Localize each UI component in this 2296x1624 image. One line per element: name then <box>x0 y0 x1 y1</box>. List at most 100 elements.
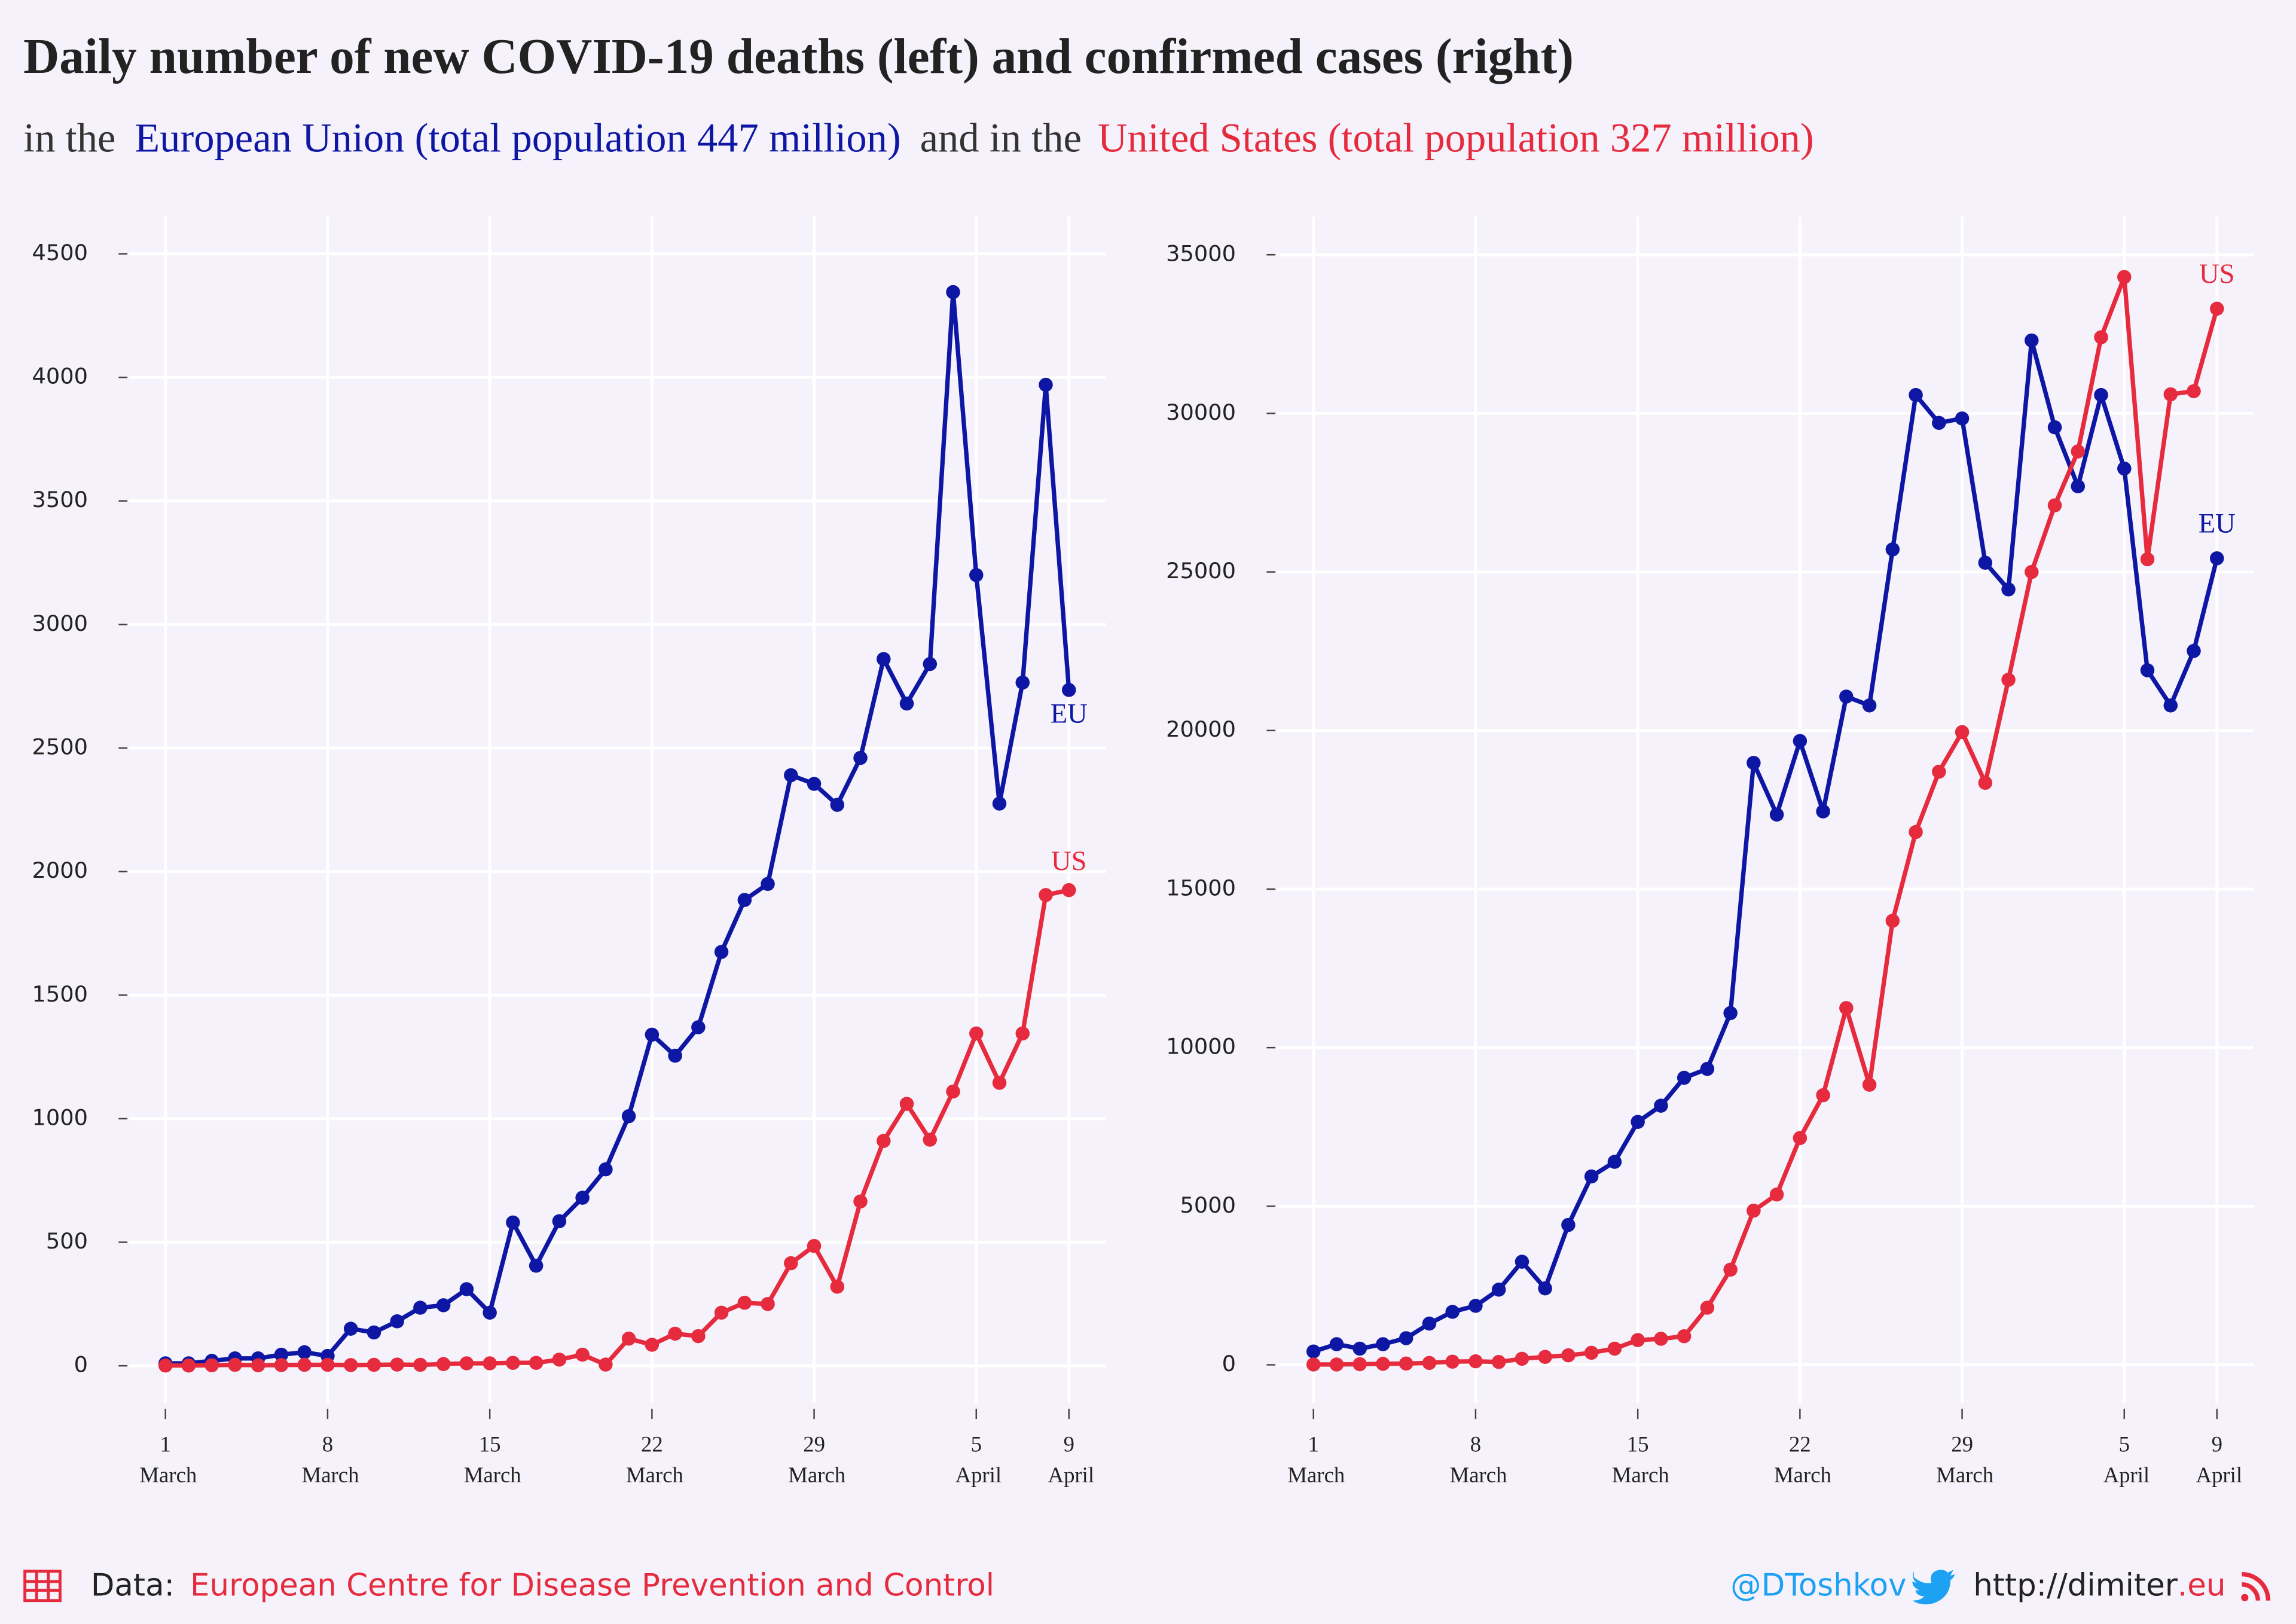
point <box>413 1301 428 1315</box>
point <box>1422 1316 1437 1331</box>
point <box>1306 1344 1321 1359</box>
point <box>599 1162 613 1177</box>
y-tick-label: 5000 <box>1180 1192 1235 1218</box>
series-line <box>1313 274 2219 1367</box>
point <box>251 1358 265 1373</box>
point <box>2025 564 2039 579</box>
x-tick-label-line: March <box>1769 1463 1831 1487</box>
point <box>923 1132 938 1147</box>
x-tick-label-line: 8 <box>1470 1432 1481 1457</box>
point <box>2001 673 2016 687</box>
point <box>1062 683 1076 697</box>
point <box>1677 1329 1692 1344</box>
point <box>2047 498 2062 512</box>
y-tick-label: 2000 <box>32 857 87 883</box>
point <box>483 1356 497 1370</box>
x-tick-label: 8 March <box>1444 1432 1507 1487</box>
point <box>1015 1026 1030 1041</box>
point <box>761 877 775 892</box>
point <box>1515 1254 1529 1269</box>
point <box>529 1356 544 1370</box>
point <box>969 1026 984 1041</box>
point <box>436 1357 451 1372</box>
point <box>1584 1345 1599 1360</box>
point <box>2094 330 2108 344</box>
subtitle: in the European Union (total population … <box>23 115 1814 160</box>
point <box>204 1358 219 1373</box>
point <box>1306 1357 1321 1372</box>
point <box>1932 764 1946 779</box>
source-label: Data: <box>91 1568 175 1604</box>
point <box>1862 1077 1877 1092</box>
point <box>506 1356 520 1370</box>
point <box>992 1076 1007 1090</box>
point <box>761 1297 775 1311</box>
point <box>1352 1357 1367 1372</box>
point <box>668 1326 682 1341</box>
point <box>274 1358 289 1372</box>
y-tick-label: 500 <box>46 1228 88 1254</box>
point <box>1538 1350 1552 1364</box>
point <box>1700 1301 1715 1315</box>
point <box>1515 1351 1529 1366</box>
point <box>228 1357 242 1372</box>
point <box>946 285 960 300</box>
point <box>1445 1305 1460 1319</box>
point <box>992 796 1007 811</box>
point <box>1793 1131 1808 1146</box>
subtitle-part: European Union (total population 447 mil… <box>135 115 901 160</box>
twitter[interactable]: @DToshkov <box>1730 1568 1906 1604</box>
point <box>1468 1299 1483 1313</box>
point <box>714 1305 729 1320</box>
point <box>1909 387 1923 402</box>
point <box>807 777 822 791</box>
point <box>1700 1061 1715 1076</box>
point <box>830 798 845 812</box>
x-tick-label-line: 9 <box>1064 1432 1074 1457</box>
series-label: EU <box>2199 509 2236 539</box>
y-tick-label: 35000 <box>1166 241 1236 267</box>
point <box>1329 1357 1344 1372</box>
point <box>320 1357 335 1372</box>
point <box>158 1359 173 1373</box>
point <box>436 1298 451 1312</box>
point <box>483 1305 497 1320</box>
x-tick-label: 8 March <box>296 1432 359 1487</box>
y-tick-label: 1000 <box>32 1104 87 1130</box>
point <box>2187 384 2201 398</box>
point <box>1039 377 1053 392</box>
point <box>2163 387 2178 402</box>
site[interactable]: http://dimiter.eu <box>1973 1568 2225 1604</box>
point <box>1491 1354 1506 1369</box>
x-tick-label-line: March <box>621 1463 683 1487</box>
point <box>1885 542 1900 557</box>
point <box>1631 1333 1645 1347</box>
point <box>390 1357 404 1372</box>
point <box>1654 1332 1668 1346</box>
series-line <box>165 888 1070 1368</box>
point <box>390 1314 404 1329</box>
point <box>1329 1337 1344 1351</box>
point <box>714 945 729 959</box>
x-tick-label-line: March <box>1931 1463 1993 1487</box>
point <box>621 1331 636 1346</box>
point <box>1978 555 1993 570</box>
x-tick-label-line: March <box>783 1463 845 1487</box>
point <box>1769 807 1784 822</box>
x-tick-label: 29 March <box>783 1432 845 1487</box>
point <box>1955 411 1970 426</box>
point <box>1445 1354 1460 1369</box>
x-tick-label-line: April <box>1043 1463 1094 1487</box>
point <box>506 1215 520 1230</box>
point <box>691 1329 706 1344</box>
point <box>1747 1203 1761 1218</box>
x-tick-label-line: 22 <box>1789 1432 1811 1457</box>
point <box>1561 1217 1576 1232</box>
x-tick-label-line: March <box>1282 1463 1345 1487</box>
point <box>969 567 984 582</box>
y-tick-label: 25000 <box>1166 558 1236 584</box>
x-tick-label-line: 8 <box>322 1432 333 1457</box>
subtitle-part: United States (total population 327 mill… <box>1098 115 1814 160</box>
x-tick-label-line: March <box>296 1463 359 1487</box>
point <box>853 1194 868 1209</box>
